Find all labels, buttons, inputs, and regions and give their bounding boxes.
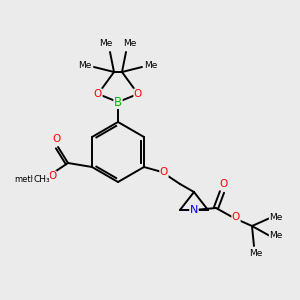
Text: O: O bbox=[134, 89, 142, 99]
Text: B: B bbox=[114, 95, 122, 109]
Text: Me: Me bbox=[269, 212, 283, 221]
Text: Me: Me bbox=[144, 61, 158, 70]
Text: O: O bbox=[160, 167, 168, 177]
Text: O: O bbox=[220, 179, 228, 189]
Text: Me: Me bbox=[123, 38, 137, 47]
Text: CH₃: CH₃ bbox=[33, 175, 50, 184]
Text: N: N bbox=[190, 205, 198, 215]
Text: Me: Me bbox=[99, 38, 113, 47]
Text: Me: Me bbox=[78, 61, 92, 70]
Text: O: O bbox=[52, 134, 60, 144]
Text: Me: Me bbox=[269, 230, 283, 239]
Text: O: O bbox=[232, 212, 240, 222]
Text: O: O bbox=[48, 171, 56, 181]
Text: O: O bbox=[94, 89, 102, 99]
Text: methyl: methyl bbox=[14, 176, 44, 184]
Text: Me: Me bbox=[249, 250, 263, 259]
